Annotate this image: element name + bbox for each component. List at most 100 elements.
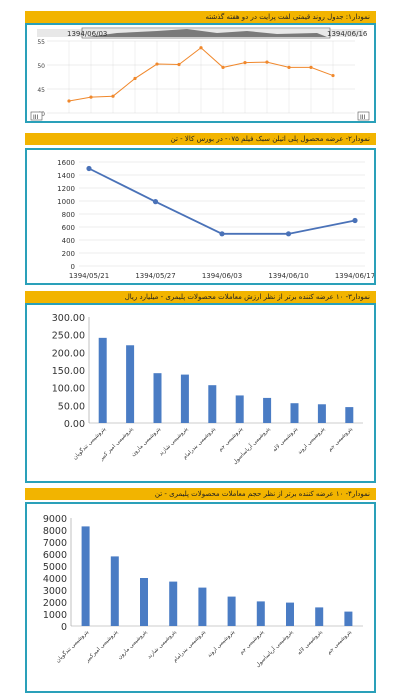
y-tick-label: 2000 [43,598,67,609]
bar [256,601,265,626]
chart2-svg: 0 200 400 600 800 1000 1200 1400 1600 1394/05/21 1… [57,159,375,280]
y-tick-label: 800 [62,211,75,219]
y-tick-label: 1000 [43,610,67,621]
x-tick-label: 1394/06/03 [202,272,242,280]
x-category-label: پتروشیمی اروند [297,426,327,456]
x-tick-label: 1394/06/10 [268,272,308,280]
x-category-label: پتروشیمی لاله [296,629,324,657]
chart4-panel: 0 1000 2000 3000 4000 5000 6000 7000 8000 9000 پتر… [25,502,376,693]
scroll-left-handle[interactable] [30,111,43,121]
y-tick-label: 4000 [43,574,67,585]
y-tick-label: 1600 [57,159,75,167]
bar [180,374,189,423]
data-point [111,94,115,98]
chart4-header: نمودار۴- ۱۰ عرضه کننده برتر از نظر حجم م… [25,488,376,500]
y-tick-label: 6000 [43,550,67,561]
x-tick-label: 1394/05/27 [135,272,175,280]
data-point [287,65,291,69]
scroll-right-handle[interactable] [357,111,370,121]
y-tick-label: 300.00 [52,313,85,324]
bar [290,403,299,423]
bar [98,337,107,423]
bar [81,526,90,626]
data-point [219,231,225,237]
chart1-svg: 1394/06/03 1394/06/16 40455055 III III [30,27,370,121]
range-start-label: 1394/06/03 [67,30,107,38]
bar [198,587,207,626]
bar [140,578,148,626]
y-tick-label: 1000 [57,198,75,206]
bar [110,556,119,626]
x-category-label: پتروشیمی جم [239,629,266,656]
scroll-right-handle-icon: III [360,114,366,121]
data-point [152,199,159,205]
chart2-header: نمودار۲- عرضه محصول پلی اتیلن سبک فیلم ۰… [25,133,376,145]
bar [344,611,353,626]
y-tick-label: 3000 [43,586,67,597]
range-end-label: 1394/06/16 [327,30,368,38]
bar [126,345,135,423]
y-tick-label: 1400 [57,172,75,180]
chart3-header: نمودار۳- ۱۰ عرضه کننده برتر از نظر ارزش … [25,291,376,303]
data-point [352,217,358,224]
y-tick-label: 55 [37,39,45,46]
data-point [309,65,313,69]
y-tick-label: 250.00 [52,331,85,342]
y-tick-label: 9000 [43,514,67,525]
scroll-left-handle-icon: III [33,114,39,121]
y-tick-label: 100.00 [52,384,85,395]
y-tick-label: 8000 [43,526,67,537]
bar [153,373,162,423]
x-tick-label: 1394/05/21 [69,272,109,280]
bar [208,385,217,423]
bar [315,607,324,626]
y-tick-label: 400 [62,237,75,245]
y-tick-label: 0 [71,263,75,271]
x-category-label: پتروشیمی جم [327,426,354,453]
y-tick-label: 150.00 [52,366,85,377]
data-point [243,61,247,65]
chart1-header: نمودار۱: جدول روند قیمتی لفت پرایت در دو… [25,11,376,23]
x-category-label: پتروشیمی جم [326,629,353,656]
x-category-label: پتروشیمی مارون [117,629,149,661]
chart3-panel: 0.00 50.00 100.00 150.00 200.00 250.00 300.00 پ… [25,303,376,483]
y-tick-label: 200 [62,250,75,258]
data-point [331,73,335,78]
y-tick-label: 0.00 [64,419,85,430]
chart3-svg: 0.00 50.00 100.00 150.00 200.00 250.00 300.00 پ… [52,313,363,466]
x-category-label: پتروشیمی شازند [146,629,177,660]
data-point [155,62,159,66]
x-category-label: پتروشیمی لاله [272,426,300,454]
data-point [265,60,269,64]
data-point [67,99,71,103]
y-tick-label: 7000 [43,538,67,549]
bar [286,602,294,626]
x-category-label: پتروشیمی اروند [206,629,236,659]
data-point [133,76,137,81]
chart1-panel: 1394/06/03 1394/06/16 40455055 III III [25,23,376,123]
x-category-label: پتروشیمی جم [217,426,244,453]
data-point [199,46,203,50]
y-tick-label: 50.00 [58,401,85,412]
data-point [177,62,181,67]
y-tick-label: 45 [37,87,45,94]
bar [227,596,236,626]
range-slider-sparkline [87,29,327,37]
x-category-label: پتروشیمی بندرامام [172,629,207,664]
data-point [89,95,93,99]
bar [263,397,272,423]
y-tick-label: 600 [62,224,75,232]
data-point [285,231,292,237]
y-tick-label: 200.00 [52,348,85,359]
y-tick-label: 0 [61,622,67,633]
bar [345,407,354,423]
range-slider-window[interactable] [81,27,331,39]
x-tick-label: 1394/06/17 [335,272,374,280]
data-point [86,165,92,172]
bar [235,395,244,423]
bar [169,581,178,626]
y-tick-label: 1200 [57,185,75,193]
chart2-panel: 0 200 400 600 800 1000 1200 1400 1600 1394/05/21 1… [25,148,376,285]
data-point [221,65,225,69]
